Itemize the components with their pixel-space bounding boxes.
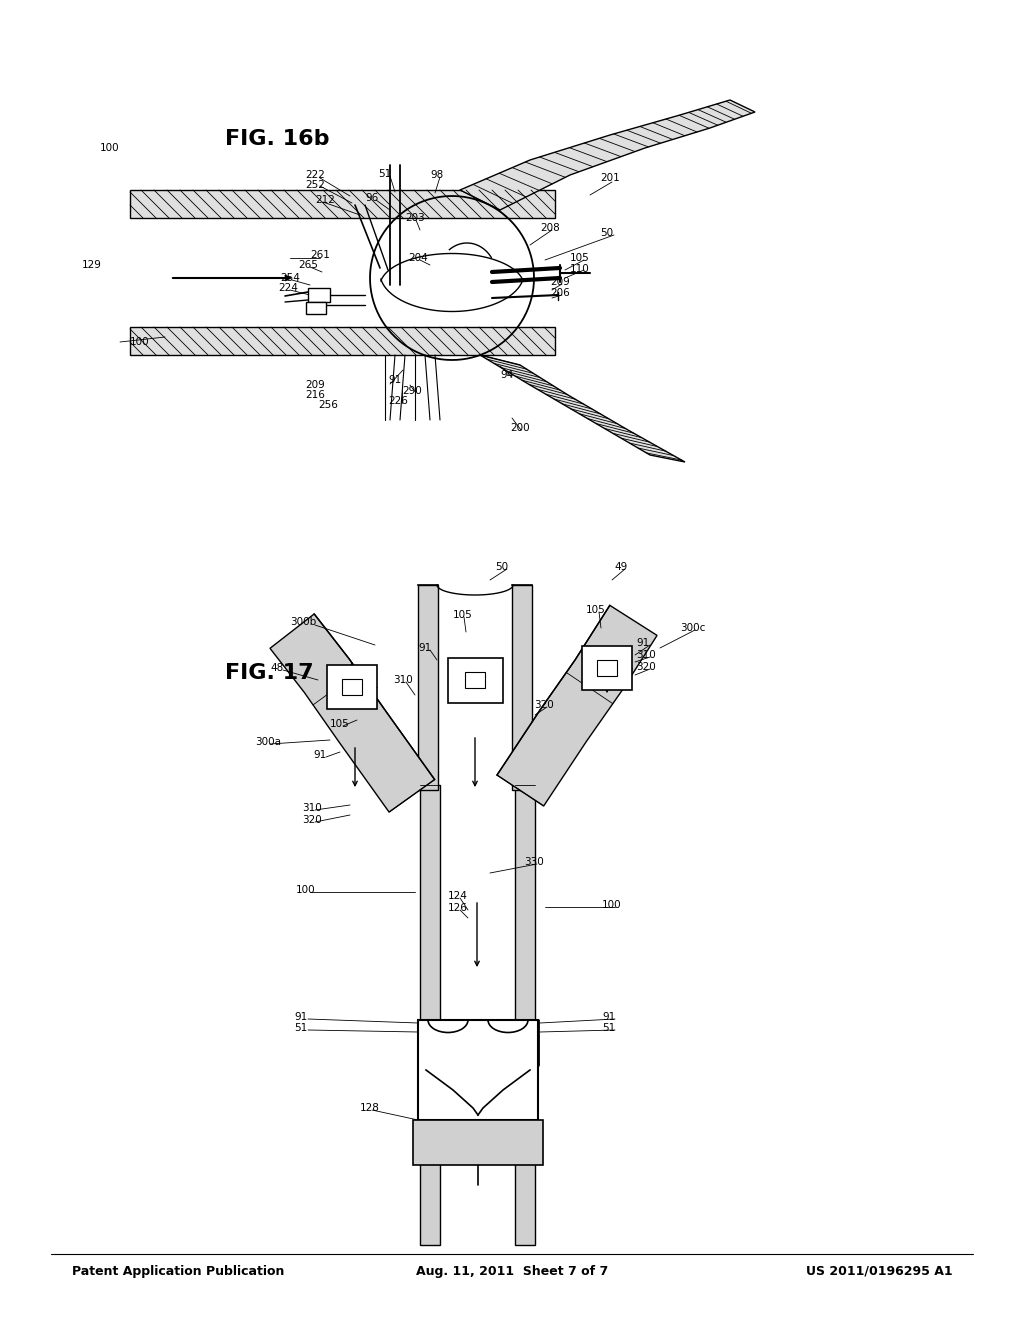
Polygon shape bbox=[480, 355, 685, 462]
Polygon shape bbox=[270, 614, 434, 812]
Text: 124: 124 bbox=[449, 891, 468, 902]
Text: 300c: 300c bbox=[680, 623, 706, 634]
Text: 50: 50 bbox=[495, 562, 508, 572]
Bar bbox=[327, 665, 377, 709]
Text: 51: 51 bbox=[294, 1023, 307, 1034]
Bar bbox=[308, 288, 330, 302]
Text: 91: 91 bbox=[388, 375, 401, 385]
Text: 265: 265 bbox=[298, 260, 317, 271]
Text: 290: 290 bbox=[402, 385, 422, 396]
Text: 48: 48 bbox=[270, 663, 284, 673]
Text: FIG. 17: FIG. 17 bbox=[225, 663, 314, 684]
Bar bbox=[130, 327, 555, 355]
Text: 126: 126 bbox=[449, 903, 468, 913]
Text: 330: 330 bbox=[524, 857, 544, 867]
Text: 310: 310 bbox=[636, 649, 655, 660]
Text: 98: 98 bbox=[430, 170, 443, 180]
Text: Patent Application Publication: Patent Application Publication bbox=[72, 1265, 284, 1278]
Text: 222: 222 bbox=[305, 170, 325, 180]
Text: 300a: 300a bbox=[255, 737, 281, 747]
Text: 91: 91 bbox=[294, 1012, 307, 1022]
Bar bbox=[342, 678, 362, 696]
Text: 209: 209 bbox=[305, 380, 325, 389]
Polygon shape bbox=[460, 100, 755, 210]
Text: 254: 254 bbox=[280, 273, 300, 282]
Text: 91: 91 bbox=[602, 1012, 615, 1022]
Text: 206: 206 bbox=[550, 288, 569, 298]
Text: 226: 226 bbox=[388, 396, 408, 407]
Text: 209: 209 bbox=[550, 277, 569, 286]
Text: 134: 134 bbox=[456, 1073, 476, 1082]
Text: 208: 208 bbox=[540, 223, 560, 234]
Text: 310: 310 bbox=[302, 803, 322, 813]
Text: 49: 49 bbox=[614, 562, 628, 572]
Bar bbox=[597, 660, 617, 676]
Text: 224: 224 bbox=[278, 282, 298, 293]
Text: 105: 105 bbox=[570, 253, 590, 263]
Text: 203: 203 bbox=[406, 213, 425, 223]
Bar bbox=[449, 657, 503, 704]
Text: 129: 129 bbox=[82, 260, 101, 271]
Bar bbox=[306, 302, 326, 314]
Text: 300b: 300b bbox=[290, 616, 316, 627]
Text: 105: 105 bbox=[586, 605, 606, 615]
Text: 51: 51 bbox=[378, 169, 391, 180]
Text: 91: 91 bbox=[313, 750, 327, 760]
Text: 94: 94 bbox=[500, 370, 513, 380]
Text: 320: 320 bbox=[534, 700, 554, 710]
Bar bbox=[582, 645, 632, 690]
Text: 91: 91 bbox=[418, 643, 431, 653]
Text: 100: 100 bbox=[100, 143, 120, 153]
Text: 50: 50 bbox=[600, 228, 613, 238]
Text: 216: 216 bbox=[305, 389, 325, 400]
Text: 128: 128 bbox=[360, 1104, 380, 1113]
Bar bbox=[130, 190, 555, 218]
Text: 252: 252 bbox=[305, 180, 325, 190]
Text: US 2011/0196295 A1: US 2011/0196295 A1 bbox=[806, 1265, 952, 1278]
Text: 204: 204 bbox=[408, 253, 428, 263]
Text: 310: 310 bbox=[393, 675, 413, 685]
Text: 110: 110 bbox=[570, 264, 590, 275]
Text: 42: 42 bbox=[436, 1104, 450, 1113]
Text: Aug. 11, 2011  Sheet 7 of 7: Aug. 11, 2011 Sheet 7 of 7 bbox=[416, 1265, 608, 1278]
Text: 200: 200 bbox=[510, 422, 529, 433]
Text: 100: 100 bbox=[296, 884, 315, 895]
Polygon shape bbox=[420, 785, 440, 1245]
Text: 105: 105 bbox=[453, 610, 473, 620]
Text: 201: 201 bbox=[600, 173, 620, 183]
Text: 105: 105 bbox=[330, 719, 350, 729]
Bar bbox=[465, 672, 485, 688]
Polygon shape bbox=[515, 785, 535, 1245]
Text: 320: 320 bbox=[302, 814, 322, 825]
Text: FIG. 16b: FIG. 16b bbox=[225, 128, 330, 149]
Text: 100: 100 bbox=[130, 337, 150, 347]
Text: 51: 51 bbox=[602, 1023, 615, 1034]
Bar bbox=[418, 1020, 538, 1119]
Text: 256: 256 bbox=[318, 400, 338, 411]
Text: 261: 261 bbox=[310, 249, 330, 260]
Bar bbox=[413, 1119, 543, 1166]
Polygon shape bbox=[418, 585, 438, 789]
Text: 96: 96 bbox=[365, 193, 378, 203]
Polygon shape bbox=[512, 585, 532, 789]
Text: 91: 91 bbox=[636, 638, 649, 648]
Text: 320: 320 bbox=[636, 663, 655, 672]
Polygon shape bbox=[497, 606, 657, 807]
Text: 212: 212 bbox=[315, 195, 335, 205]
Text: 100: 100 bbox=[602, 900, 622, 909]
